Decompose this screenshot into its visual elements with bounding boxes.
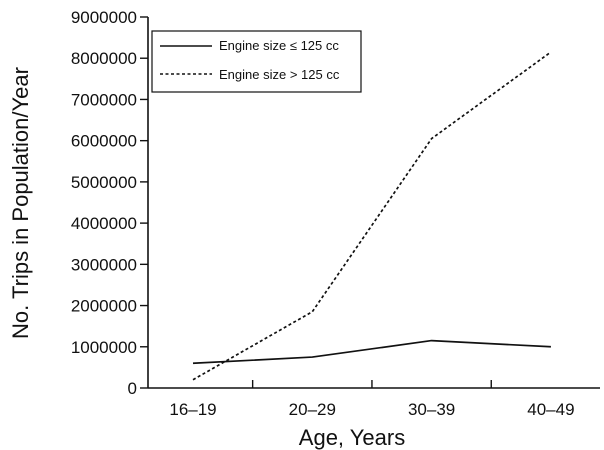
x-tick-label: 16–19 — [169, 400, 216, 419]
y-tick-label: 5000000 — [71, 173, 137, 192]
x-axis-title: Age, Years — [299, 425, 405, 450]
series-line-solid — [192, 339, 551, 365]
x-tick-label: 40–49 — [527, 400, 574, 419]
x-tick-label: 30–39 — [408, 400, 455, 419]
y-tick-label: 4000000 — [71, 214, 137, 233]
y-tick-label: 1000000 — [71, 338, 137, 357]
y-tick-label: 3000000 — [71, 255, 137, 274]
legend-label-dashed: Engine size > 125 cc — [219, 67, 340, 82]
y-tick-label: 7000000 — [71, 90, 137, 109]
series-layer — [192, 51, 552, 381]
legend: Engine size ≤ 125 cc Engine size > 125 c… — [151, 30, 362, 93]
y-axis-ticks: 0 1000000 2000000 3000000 4000000 5000000 6000… — [71, 8, 148, 398]
series-line-dashed — [192, 51, 552, 381]
legend-box — [151, 30, 362, 93]
y-tick-label: 8000000 — [71, 49, 137, 68]
x-axis-ticks: 16–19 20–29 30–39 40–49 — [169, 380, 575, 419]
x-tick-label: 20–29 — [289, 400, 336, 419]
y-tick-label: 0 — [128, 379, 137, 398]
y-tick-label: 6000000 — [71, 132, 137, 151]
legend-label-solid: Engine size ≤ 125 cc — [219, 38, 339, 53]
y-tick-label: 2000000 — [71, 297, 137, 316]
y-axis-title: No. Trips in Population/Year — [8, 67, 33, 339]
y-tick-label: 9000000 — [71, 8, 137, 27]
